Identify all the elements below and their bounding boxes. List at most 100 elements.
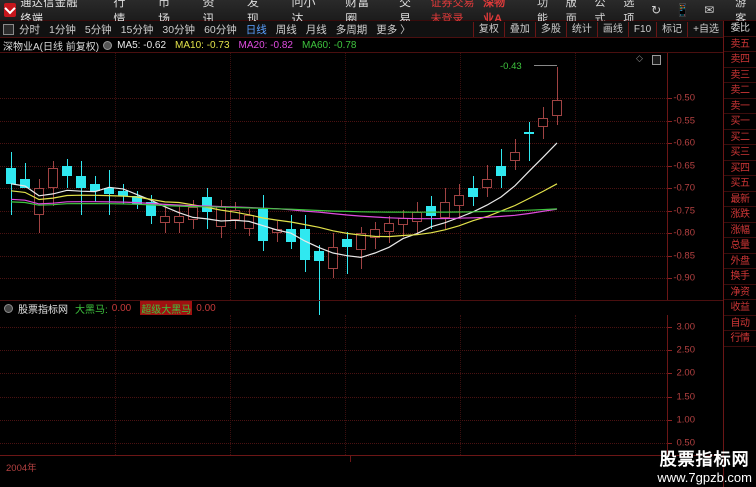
- candle-body: [468, 188, 478, 198]
- sidebar-row-外盘[interactable]: 外盘: [724, 254, 756, 269]
- menu-item-function[interactable]: 功能: [536, 0, 548, 25]
- indicator-gridline: [0, 373, 667, 375]
- period-60min[interactable]: 60分钟: [204, 23, 237, 36]
- candle-body: [188, 207, 198, 220]
- sidebar-row-行情[interactable]: 行情: [724, 331, 756, 347]
- candle-body: [440, 201, 450, 218]
- sidebar-row-买五[interactable]: 买五: [724, 176, 756, 192]
- indicator-axis-tick: 2.00: [676, 367, 696, 379]
- candlestick: [174, 53, 184, 301]
- tool-mark[interactable]: 标记: [656, 21, 687, 37]
- period-15min[interactable]: 15分钟: [120, 23, 154, 36]
- indicator-tick-mark: [668, 443, 672, 445]
- indicator-settings-dot-icon[interactable]: [4, 303, 13, 313]
- indicator-item1-label: 大黑马:: [75, 304, 108, 316]
- sidebar-header-cell: 委比: [724, 21, 756, 37]
- tool-drawline[interactable]: 画线: [596, 21, 628, 37]
- mobile-icon[interactable]: 📱: [675, 3, 691, 17]
- indicator-chart-panel[interactable]: 3.00 2.50 2.00 1.50 1.00 0.50: [0, 315, 723, 455]
- ma60-label: MA60:: [302, 39, 331, 51]
- period-5min[interactable]: 5分钟: [84, 23, 112, 36]
- candle-wick: [557, 66, 558, 126]
- candlestick: [20, 53, 30, 301]
- gridline: [0, 278, 667, 280]
- axis-tick-mark: [668, 165, 672, 167]
- sidebar-row-涨幅[interactable]: 涨幅: [724, 223, 756, 238]
- price-chart-panel[interactable]: ◇ -0.50 -0.55 -0.60 -0.65 -0.70 -0.75 -0.80 -0.…: [0, 52, 723, 352]
- candle-wick: [319, 244, 320, 347]
- candle-body: [314, 251, 324, 262]
- sidebar-row-买三[interactable]: 买三: [724, 145, 756, 161]
- candle-body: [174, 216, 184, 224]
- indicator-header-row: 股票指标网 大黑马: 0.00 超级大黑马 0.00: [0, 300, 723, 316]
- price-axis-tick: -0.90: [673, 272, 695, 284]
- period-more[interactable]: 更多 〉: [376, 23, 411, 36]
- indicator-tick-mark: [668, 373, 672, 375]
- sidebar-row-自动[interactable]: 自动: [724, 316, 756, 331]
- period-multi[interactable]: 多周期: [335, 23, 368, 36]
- sidebar-row-收益[interactable]: 收益: [724, 300, 756, 316]
- period-monthly[interactable]: 月线: [305, 23, 327, 36]
- period-1min[interactable]: 1分钟: [49, 23, 76, 36]
- indicator-tick-mark: [668, 396, 672, 398]
- candlestick: [286, 53, 296, 301]
- sidebar-row-涨跌[interactable]: 涨跌: [724, 207, 756, 223]
- tool-multistock[interactable]: 多股: [534, 21, 566, 37]
- candlestick: [370, 53, 380, 301]
- candle-body: [160, 216, 170, 224]
- mail-icon[interactable]: ✉: [704, 3, 715, 17]
- indicator-gridline: [0, 396, 667, 398]
- gridline: [0, 98, 667, 100]
- settings-dot-icon[interactable]: [103, 40, 113, 50]
- axis-tick-mark: [668, 188, 672, 190]
- menu-item-layout[interactable]: 版面: [565, 0, 577, 25]
- candlestick: [104, 53, 114, 301]
- period-toolbar: 分时 1分钟 5分钟 15分钟 30分钟 60分钟 日线 周线 月线 多周期 更…: [0, 21, 756, 38]
- sidebar-row-买一[interactable]: 买一: [724, 114, 756, 130]
- user-label[interactable]: 游客: [735, 0, 747, 25]
- sidebar-row-买四[interactable]: 买四: [724, 161, 756, 176]
- candlestick: [300, 53, 310, 301]
- candle-body: [62, 165, 72, 176]
- cursor-box-icon[interactable]: [652, 55, 661, 65]
- candlestick: [132, 53, 142, 301]
- tool-overlay[interactable]: 叠加: [503, 21, 535, 37]
- candlestick: [90, 53, 100, 301]
- candle-body: [286, 228, 296, 243]
- sidebar-row-卖一[interactable]: 卖一: [724, 99, 756, 114]
- sidebar-row-换手[interactable]: 换手: [724, 269, 756, 285]
- candle-body: [258, 208, 268, 242]
- candle-body: [20, 179, 30, 189]
- sidebar-row-卖二[interactable]: 卖二: [724, 83, 756, 99]
- sidebar-row-最新[interactable]: 最新: [724, 192, 756, 207]
- candlestick: [48, 53, 58, 301]
- grid-icon[interactable]: [3, 23, 14, 35]
- axis-tick-mark: [668, 233, 672, 235]
- period-weekly[interactable]: 周线: [275, 23, 297, 36]
- axis-tick-mark: [668, 120, 672, 122]
- menu-item-options[interactable]: 选项: [623, 0, 635, 25]
- date-axis: 2004年: [0, 455, 723, 487]
- indicator-item2-label: 超级大黑马: [140, 300, 193, 316]
- indicator-axis-tick: 1.50: [676, 391, 696, 403]
- indicator-gridline: [0, 443, 667, 445]
- refresh-icon[interactable]: ↻: [651, 3, 662, 17]
- indicator-axis-tick: 2.50: [676, 344, 696, 356]
- tool-adjust[interactable]: 复权: [472, 21, 504, 37]
- tool-f10[interactable]: F10: [627, 21, 656, 37]
- tool-addwatch[interactable]: +自选: [687, 21, 724, 37]
- tool-stats[interactable]: 统计: [565, 21, 597, 37]
- sidebar-row-卖四[interactable]: 卖四: [724, 52, 756, 68]
- chart-header-row: 深物业A(日线 前复权) MA5: -0.62 MA10: -0.73 MA20…: [0, 38, 723, 53]
- sidebar-row-卖五[interactable]: 卖五: [724, 37, 756, 52]
- sidebar-row-净资[interactable]: 净资: [724, 285, 756, 300]
- period-30min[interactable]: 30分钟: [162, 23, 196, 36]
- period-intraday[interactable]: 分时: [19, 23, 40, 36]
- period-daily[interactable]: 日线: [245, 23, 267, 36]
- sidebar-row-卖三[interactable]: 卖三: [724, 68, 756, 83]
- sidebar-row-买二[interactable]: 买二: [724, 130, 756, 145]
- candle-wick: [529, 121, 530, 162]
- sidebar-row-总量[interactable]: 总量: [724, 238, 756, 254]
- order-book-sidebar[interactable]: 委比 卖五 卖四 卖三 卖二 卖一 买一 买二 买三 买四 买五 最新 涨跌 涨幅 总量 外盘 换手 净资 收益 自动…: [723, 21, 756, 487]
- menu-item-formula[interactable]: 公式: [594, 0, 606, 25]
